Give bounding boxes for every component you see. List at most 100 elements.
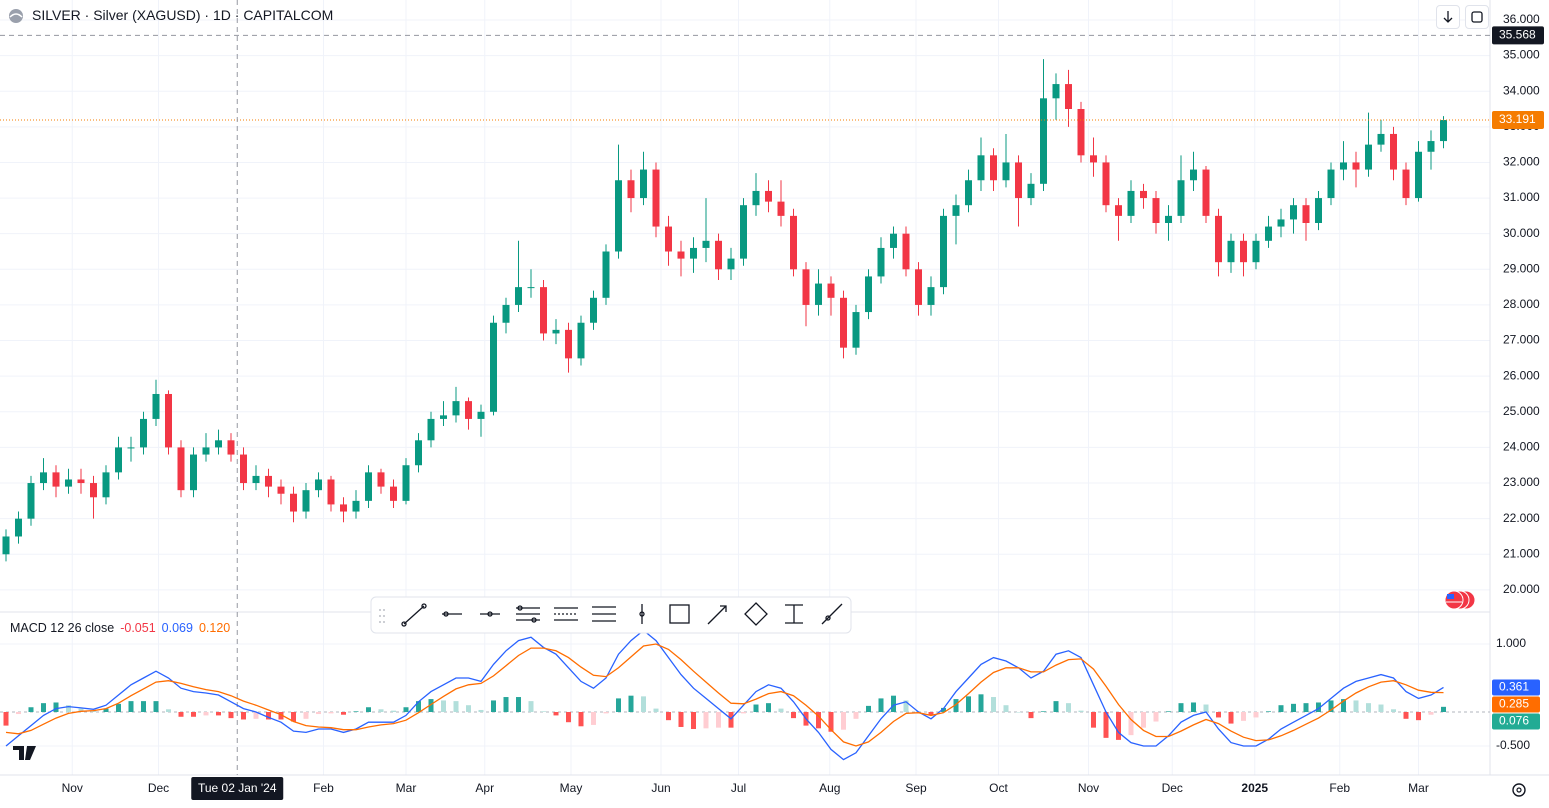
candle-body: [115, 447, 122, 473]
histogram-bar: [1291, 703, 1296, 713]
x-tick-label: Mar: [396, 781, 417, 795]
histogram-bar: [741, 712, 746, 714]
settings-icon[interactable]: [1512, 783, 1526, 797]
candle-body: [965, 180, 972, 206]
x-tick-label: Apr: [475, 781, 494, 795]
candle-body: [1127, 190, 1135, 216]
histogram-bar: [728, 712, 734, 728]
histogram-bar: [891, 695, 896, 713]
scroll-button[interactable]: [1436, 5, 1460, 29]
x-tick-label: Aug: [819, 781, 840, 795]
histogram-bar: [316, 712, 321, 715]
candle-body: [702, 240, 710, 248]
candle-body: [15, 518, 22, 537]
histogram-bar: [503, 697, 509, 713]
histogram-bar: [691, 712, 696, 730]
y-tick-label: 30.000: [1503, 226, 1540, 240]
histogram-bar: [3, 712, 9, 726]
histogram-bar: [1403, 712, 1409, 719]
candle-body: [565, 329, 572, 359]
y-tick-label: 23.000: [1503, 475, 1540, 489]
candle-body: [540, 287, 547, 334]
histogram-bar: [416, 701, 421, 713]
histogram-bar: [266, 712, 271, 720]
histogram-bar: [1391, 709, 1396, 713]
x-tick-label: 2025: [1241, 781, 1268, 795]
legend-value: 0.069: [161, 621, 193, 635]
histogram-bar: [1203, 704, 1209, 713]
x-tick-label: Dec: [1162, 781, 1183, 795]
legend-value: -0.051: [120, 621, 156, 635]
candle-body: [415, 440, 422, 466]
x-tick-label: May: [560, 781, 583, 795]
candle-body: [152, 393, 160, 419]
candle-body: [1102, 162, 1110, 206]
histogram-bar: [1078, 710, 1084, 713]
candle-body: [1202, 169, 1210, 216]
histogram-bar: [553, 712, 559, 716]
histogram-bar: [1003, 705, 1009, 713]
y-tick-label: 25.000: [1503, 404, 1540, 418]
last-value-box: [1492, 679, 1540, 696]
y-tick-label: 35.000: [1503, 48, 1540, 62]
histogram-bar: [53, 702, 59, 713]
histogram-bar: [28, 707, 34, 713]
histogram-bar: [478, 709, 484, 713]
histogram-bar: [778, 708, 784, 713]
histogram-bar: [953, 699, 959, 713]
histogram-bar: [1316, 702, 1321, 713]
candle-body: [502, 304, 510, 323]
candle-body: [1177, 180, 1185, 216]
histogram-bar: [828, 712, 834, 732]
candle-body: [865, 276, 872, 313]
flag-icon: [1444, 590, 1476, 610]
candle-body: [352, 500, 360, 512]
histogram-bar: [716, 712, 721, 728]
candle-body: [1277, 219, 1285, 227]
histogram-bar: [1366, 703, 1371, 713]
histogram-bar: [216, 712, 221, 716]
candle-body: [990, 155, 997, 181]
x-tick-label: Feb: [313, 781, 334, 795]
histogram-bar: [928, 712, 934, 716]
candle-body: [1252, 240, 1260, 263]
histogram-bar: [566, 712, 571, 723]
histogram-bar: [178, 712, 184, 717]
candle-body: [877, 247, 885, 277]
last-price-label: 33.191: [1499, 112, 1536, 126]
histogram-bar: [1353, 700, 1359, 713]
histogram-bar: [1228, 712, 1234, 724]
histogram-bar: [641, 696, 646, 713]
reset-button[interactable]: [1465, 5, 1489, 29]
histogram-bar: [1141, 712, 1146, 728]
histogram-bar: [128, 701, 134, 713]
candle-body: [1065, 84, 1072, 110]
histogram-bar: [966, 696, 971, 713]
histogram-bar: [578, 712, 584, 727]
candle-body: [1052, 84, 1060, 99]
histogram-bar: [991, 697, 996, 713]
drawing-toolbar[interactable]: [370, 596, 852, 634]
crosshair-price-box: [1492, 26, 1544, 45]
histogram-bar: [1266, 711, 1271, 713]
y-tick-label: 34.000: [1503, 83, 1540, 97]
last-value-box: [1492, 696, 1540, 713]
histogram-bar: [191, 712, 196, 717]
histogram-bar: [903, 700, 909, 713]
candle-body: [77, 479, 85, 484]
candle-body: [1377, 133, 1385, 145]
candle-body: [1427, 141, 1435, 152]
y-tick-label: 27.000: [1503, 333, 1540, 347]
histogram-bar: [853, 712, 859, 719]
scroll-icon: [1443, 11, 1453, 23]
candle-body: [690, 247, 697, 259]
histogram-bar: [328, 712, 334, 714]
candle-body: [940, 215, 947, 288]
histogram-bar: [1178, 703, 1184, 713]
y-tick-label: 28.000: [1503, 297, 1540, 311]
histogram-bar: [753, 704, 759, 713]
candle-body: [890, 233, 897, 248]
y-tick-label: 24.000: [1503, 440, 1540, 454]
histogram-bar: [678, 712, 684, 727]
y-tick-label: 20.000: [1503, 582, 1540, 596]
